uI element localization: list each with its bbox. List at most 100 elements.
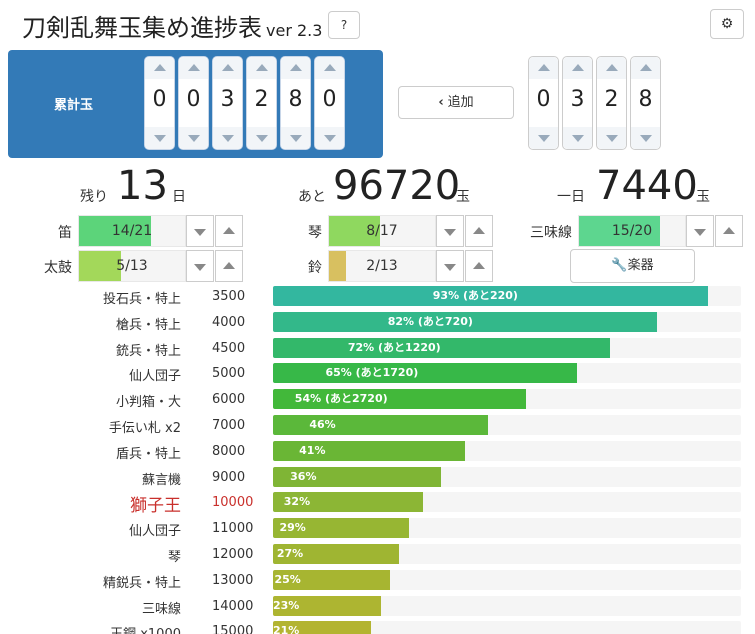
triangle-down-icon <box>222 135 234 142</box>
reward-progress-fill: 72% (あと1220) <box>273 337 610 358</box>
reward-progress-bar: 27% <box>273 544 741 564</box>
triangle-up-icon <box>223 227 235 234</box>
reward-row: 手伝い札 x2 7000 46% <box>0 415 755 441</box>
increment-button[interactable] <box>315 57 344 79</box>
add-digit: 3 <box>562 56 593 150</box>
reward-progress-bar: 36% <box>273 466 741 487</box>
instrument-label: 笛 <box>58 225 72 241</box>
wrench-icon: 🔧 <box>611 258 628 273</box>
triangle-up-icon <box>222 64 234 71</box>
need-label: あと <box>298 189 326 205</box>
increment-button[interactable] <box>179 57 208 79</box>
reward-cost: 3500 <box>212 289 246 304</box>
instrument-progress-fill <box>79 216 152 246</box>
reward-row: 仙人団子 11000 29% <box>0 518 755 544</box>
remaining-label: 残り <box>80 189 108 205</box>
reward-progress-label: 25% <box>274 572 301 586</box>
reward-name: 蘇言機 <box>141 472 181 488</box>
reward-progress-fill: 21% <box>273 621 372 634</box>
add-digit: 0 <box>528 56 559 150</box>
triangle-down-icon <box>572 135 584 142</box>
triangle-up-icon <box>572 64 584 71</box>
reward-row: 仙人団子 5000 65% (あと1720) <box>0 363 755 389</box>
gear-icon: ⚙ <box>720 16 734 32</box>
increment-button[interactable] <box>597 57 626 79</box>
increment-button[interactable] <box>213 57 242 79</box>
increment-button[interactable] <box>563 57 592 79</box>
reward-cost: 7000 <box>212 418 246 433</box>
increment-button[interactable] <box>281 57 310 79</box>
settings-button[interactable]: ⚙ <box>710 9 744 39</box>
instrument-progress: 15/20 <box>578 215 686 247</box>
decrement-button[interactable] <box>186 215 214 247</box>
instrument-progress: 8/17 <box>328 215 436 247</box>
reward-progress-fill: 54% (あと2720) <box>273 389 526 410</box>
increment-button[interactable] <box>215 215 243 247</box>
reward-cost: 4000 <box>212 314 246 330</box>
reward-cost: 13000 <box>212 572 254 588</box>
reward-cost: 9000 <box>212 469 246 485</box>
triangle-up-icon <box>188 64 200 71</box>
increment-button[interactable] <box>465 250 493 282</box>
increment-button[interactable] <box>145 57 174 79</box>
triangle-up-icon <box>154 64 166 71</box>
triangle-down-icon <box>444 229 456 236</box>
add-button[interactable]: ‹ 追加 <box>398 86 514 119</box>
instruments-button[interactable]: 🔧楽器 <box>570 249 695 283</box>
triangle-up-icon <box>256 64 268 71</box>
increment-button[interactable] <box>529 57 558 79</box>
decrement-button[interactable] <box>563 127 592 149</box>
instrument-progress: 2/13 <box>328 250 436 282</box>
reward-progress-fill: 46% <box>273 415 489 435</box>
reward-name: 槍兵・特上 <box>115 317 181 333</box>
instrument-count: 15/20 <box>611 223 653 239</box>
triangle-up-icon <box>223 262 235 269</box>
increment-button[interactable] <box>715 215 743 247</box>
decrement-button[interactable] <box>145 127 174 149</box>
help-button[interactable]: ? <box>328 11 360 39</box>
decrement-button[interactable] <box>529 127 558 149</box>
reward-progress-bar: 54% (あと2720) <box>273 389 741 410</box>
increment-button[interactable] <box>465 215 493 247</box>
increment-button[interactable] <box>215 250 243 282</box>
reward-progress-fill: 29% <box>273 518 409 539</box>
decrement-button[interactable] <box>179 127 208 149</box>
increment-button[interactable] <box>247 57 276 79</box>
decrement-button[interactable] <box>247 127 276 149</box>
reward-cost: 12000 <box>212 547 254 562</box>
instrument-progress-fill <box>329 251 346 281</box>
decrement-button[interactable] <box>597 127 626 149</box>
reward-cost: 4500 <box>212 340 246 356</box>
digit-value: 3 <box>220 87 235 112</box>
reward-progress-label: 82% (あと720) <box>387 314 473 328</box>
digit-value: 0 <box>536 87 551 112</box>
page-title: 刀剣乱舞玉集め進捗表 ver 2.3 <box>22 8 322 43</box>
reward-cost: 5000 <box>212 366 246 382</box>
triangle-down-icon <box>444 264 456 271</box>
reward-progress-label: 27% <box>276 547 304 560</box>
reward-cost: 14000 <box>212 598 254 614</box>
triangle-up-icon <box>290 64 302 71</box>
instrument-progress-fill <box>579 216 660 246</box>
decrement-button[interactable] <box>631 127 660 149</box>
app-title: 刀剣乱舞玉集め進捗表 <box>22 14 262 42</box>
reward-progress-bar: 82% (あと720) <box>273 311 741 332</box>
reward-progress-label: 36% <box>290 469 317 483</box>
decrement-button[interactable] <box>213 127 242 149</box>
reward-progress-fill: 32% <box>273 492 423 513</box>
reward-progress-label: 54% (あと2720) <box>294 392 388 406</box>
decrement-button[interactable] <box>315 127 344 149</box>
reward-progress-bar: 93% (あと220) <box>273 286 741 306</box>
instrument-progress-fill <box>329 216 380 246</box>
decrement-button[interactable] <box>686 215 714 247</box>
decrement-button[interactable] <box>281 127 310 149</box>
triangle-down-icon <box>154 135 166 142</box>
increment-button[interactable] <box>631 57 660 79</box>
digit-value: 2 <box>254 87 269 112</box>
digit-value: 0 <box>186 87 201 112</box>
decrement-button[interactable] <box>436 215 464 247</box>
reward-progress-fill: 36% <box>273 466 442 487</box>
decrement-button[interactable] <box>186 250 214 282</box>
reward-progress-fill: 25% <box>273 569 390 590</box>
decrement-button[interactable] <box>436 250 464 282</box>
